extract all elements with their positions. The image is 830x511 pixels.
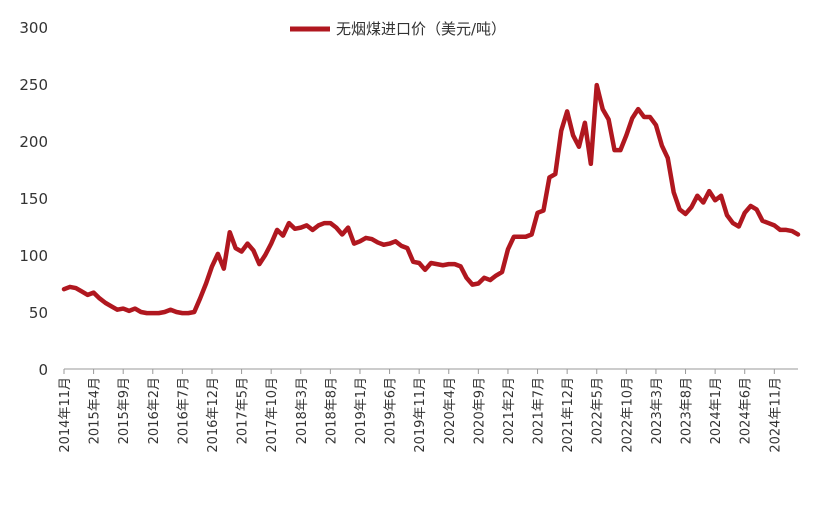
x-tick-label: 2015年9月 [117,377,132,444]
x-tick-label: 2024年6月 [739,377,754,444]
x-tick-label: 2021年7月 [532,377,547,444]
x-tick-label: 2022年10月 [620,377,635,453]
x-axis-ticks: 2014年11月 2015年4月 2015年9月 2016年2月 2016年7月 2016… [58,369,783,453]
x-tick-label: 2020年9月 [472,377,487,444]
y-tick-label: 150 [19,190,48,208]
x-tick-label: 2021年2月 [502,377,517,444]
y-tick-label: 0 [38,361,48,379]
x-tick-label: 2017年5月 [236,377,251,444]
y-tick-label: 300 [19,19,48,37]
x-tick-label: 2019年11月 [413,377,428,453]
x-tick-label: 2024年1月 [709,377,724,444]
x-tick-label: 2016年2月 [147,377,162,444]
x-tick-label: 2023年3月 [650,377,665,444]
x-tick-label: 2016年12月 [206,377,221,453]
x-tick-label: 2018年8月 [324,377,339,444]
series-line [61,82,801,316]
legend-label: 无烟煤进口价（美元/吨） [336,20,506,38]
x-tick-label: 2016年7月 [176,377,191,444]
x-tick-label: 2014年11月 [58,377,73,453]
y-tick-label: 100 [19,247,48,265]
x-tick-label: 2023年8月 [680,377,695,444]
x-tick-label: 2020年4月 [443,377,458,444]
y-axis-ticks: 0 50 100 150 200 250 300 [19,19,48,379]
y-tick-label: 200 [19,133,48,151]
x-tick-label: 2024年11月 [768,377,783,453]
x-tick-label: 2018年3月 [295,377,310,444]
x-tick-label: 2021年12月 [561,377,576,453]
x-tick-label: 2022年5月 [591,377,606,444]
x-tick-label: 2019年6月 [384,377,399,444]
x-tick-label: 2015年4月 [88,377,103,444]
legend: 无烟煤进口价（美元/吨） [290,20,506,38]
y-tick-label: 50 [29,304,48,322]
y-tick-label: 250 [19,76,48,94]
x-tick-label: 2019年1月 [354,377,369,444]
x-tick-label: 2017年10月 [265,377,280,453]
